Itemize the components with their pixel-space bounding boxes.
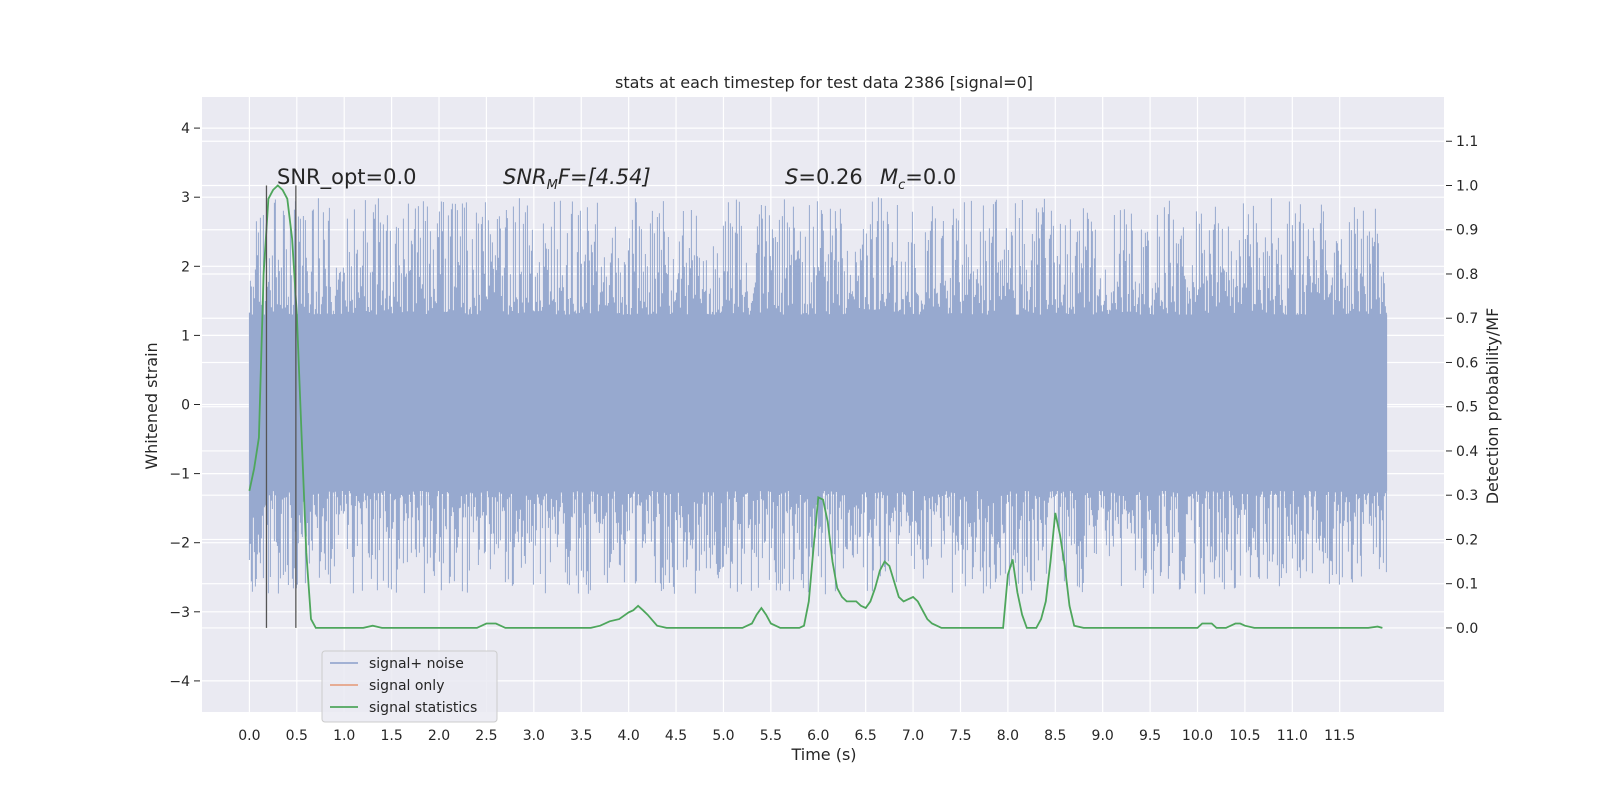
x-tick-label: 4.0 xyxy=(618,728,640,744)
x-tick-label: 3.5 xyxy=(570,728,592,744)
x-tick-label: 11.5 xyxy=(1324,728,1355,744)
y-right-axis-label: Detection probability/MF xyxy=(1483,308,1502,505)
x-tick-label: 10.5 xyxy=(1229,728,1260,744)
series-signal-noise xyxy=(248,197,1388,595)
y-right-tick-label: 0.5 xyxy=(1456,400,1478,416)
y-right-tick-label: 0.0 xyxy=(1456,621,1478,637)
legend-label-signal-statistics: signal statistics xyxy=(369,700,477,716)
x-tick-label: 5.0 xyxy=(712,728,734,744)
y-tick-label: −2 xyxy=(169,536,190,552)
snr-mf-rest: F=[4.54] xyxy=(558,165,651,189)
y-right-tick-label: 0.2 xyxy=(1456,532,1478,548)
y-tick-label: 1 xyxy=(181,328,190,344)
y-axis-ticks: −4 −3 −2 −1 0 1 2 3 4 xyxy=(169,121,200,690)
series-signal-statistics xyxy=(248,184,1383,629)
x-tick-label: 6.5 xyxy=(855,728,877,744)
legend-label-signal-only: signal only xyxy=(369,678,444,694)
x-axis-ticks: 0.0 0.5 1.0 1.5 2.0 2.5 3.0 3.5 4.0 4.5 5.0 5.5 6.0 6… xyxy=(238,728,1355,744)
x-tick-label: 6.0 xyxy=(807,728,829,744)
noise-trace xyxy=(248,197,1387,595)
x-tick-label: 0.0 xyxy=(238,728,260,744)
s-label: S xyxy=(785,165,798,189)
y-right-tick-label: 0.6 xyxy=(1456,355,1478,371)
annotation-mc: Mc=0.0 xyxy=(880,165,956,193)
x-tick-label: 5.5 xyxy=(760,728,782,744)
y-tick-label: 3 xyxy=(181,190,190,206)
annotations: SNR_opt=0.0 SNRMF=[4.54] S=0.26 Mc=0.0 xyxy=(277,165,956,193)
signal-statistics-line xyxy=(248,184,1383,629)
legend-label-signal-noise: signal+ noise xyxy=(369,656,464,672)
mc-label: M xyxy=(880,165,898,189)
x-tick-label: 2.5 xyxy=(475,728,497,744)
x-tick-label: 11.0 xyxy=(1277,728,1308,744)
y-right-tick-label: 1.0 xyxy=(1456,178,1478,194)
y-right-tick-label: 0.3 xyxy=(1456,488,1478,504)
mc-sub: c xyxy=(898,178,905,193)
y-tick-label: 2 xyxy=(181,259,190,275)
y-right-tick-label: 0.1 xyxy=(1456,577,1478,593)
y-right-axis-ticks: 0.0 0.1 0.2 0.3 0.4 0.5 0.6 0.7 0.8 0.9 1.0 1.1 xyxy=(1446,134,1478,637)
vertical-markers xyxy=(265,185,297,628)
y-right-tick-label: 0.9 xyxy=(1456,223,1478,239)
x-tick-label: 1.0 xyxy=(333,728,355,744)
y-tick-label: −1 xyxy=(169,467,190,483)
x-tick-label: 1.5 xyxy=(380,728,402,744)
x-tick-label: 10.0 xyxy=(1182,728,1213,744)
chart-title: stats at each timestep for test data 238… xyxy=(615,73,1033,92)
s-value: =0.26 xyxy=(798,165,862,189)
annotation-s: S=0.26 xyxy=(785,165,863,189)
annotation-snr-opt: SNR_opt=0.0 xyxy=(277,165,417,190)
snr-mf-base: SNR xyxy=(503,165,547,189)
y-right-tick-label: 0.4 xyxy=(1456,444,1478,460)
x-tick-label: 9.5 xyxy=(1139,728,1161,744)
y-right-tick-label: 1.1 xyxy=(1456,134,1478,150)
x-tick-label: 3.0 xyxy=(523,728,545,744)
y-right-tick-label: 0.7 xyxy=(1456,311,1478,327)
x-tick-label: 0.5 xyxy=(286,728,308,744)
y-right-tick-label: 0.8 xyxy=(1456,267,1478,283)
y-tick-label: −4 xyxy=(169,674,190,690)
x-tick-label: 2.0 xyxy=(428,728,450,744)
x-tick-label: 7.0 xyxy=(902,728,924,744)
x-tick-label: 7.5 xyxy=(949,728,971,744)
y-axis-label: Whitened strain xyxy=(142,342,161,469)
x-tick-label: 8.0 xyxy=(997,728,1019,744)
legend-box xyxy=(321,650,498,723)
y-tick-label: −3 xyxy=(169,605,190,621)
y-tick-label: 4 xyxy=(181,121,190,137)
x-tick-label: 9.0 xyxy=(1092,728,1114,744)
snr-mf-sub: M xyxy=(547,178,558,193)
mc-value: =0.0 xyxy=(905,165,956,189)
x-axis-label: Time (s) xyxy=(790,745,856,764)
y-tick-label: 0 xyxy=(181,398,190,414)
x-tick-label: 8.5 xyxy=(1044,728,1066,744)
x-tick-label: 4.5 xyxy=(665,728,687,744)
legend: signal+ noise signal only signal statist… xyxy=(321,650,498,723)
annotation-snr-mf: SNRMF=[4.54] xyxy=(503,165,651,193)
